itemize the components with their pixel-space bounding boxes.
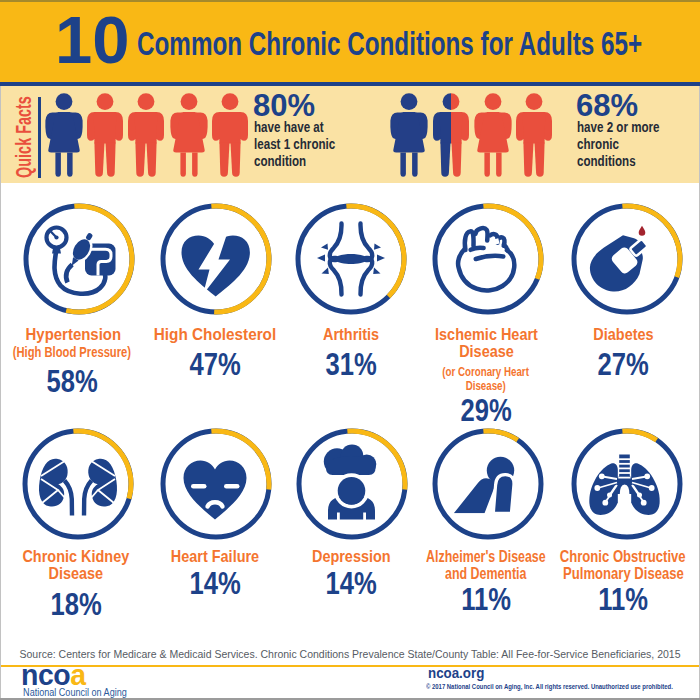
svg-text:National Council on Aging: National Council on Aging — [23, 686, 127, 698]
